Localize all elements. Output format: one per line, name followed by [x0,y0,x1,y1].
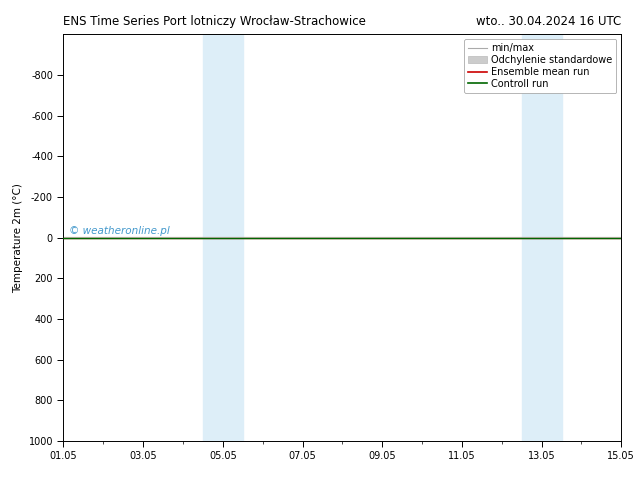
Bar [522,34,562,441]
Text: wto.. 30.04.2024 16 UTC: wto.. 30.04.2024 16 UTC [476,15,621,28]
Text: © weatheronline.pl: © weatheronline.pl [69,226,170,237]
Bar [203,34,243,441]
Y-axis label: Temperature 2m (°C): Temperature 2m (°C) [13,183,23,293]
Legend: min/max, Odchylenie standardowe, Ensemble mean run, Controll run: min/max, Odchylenie standardowe, Ensembl… [464,39,616,93]
Text: ENS Time Series Port lotniczy Wrocław-Strachowice: ENS Time Series Port lotniczy Wrocław-St… [63,15,366,28]
